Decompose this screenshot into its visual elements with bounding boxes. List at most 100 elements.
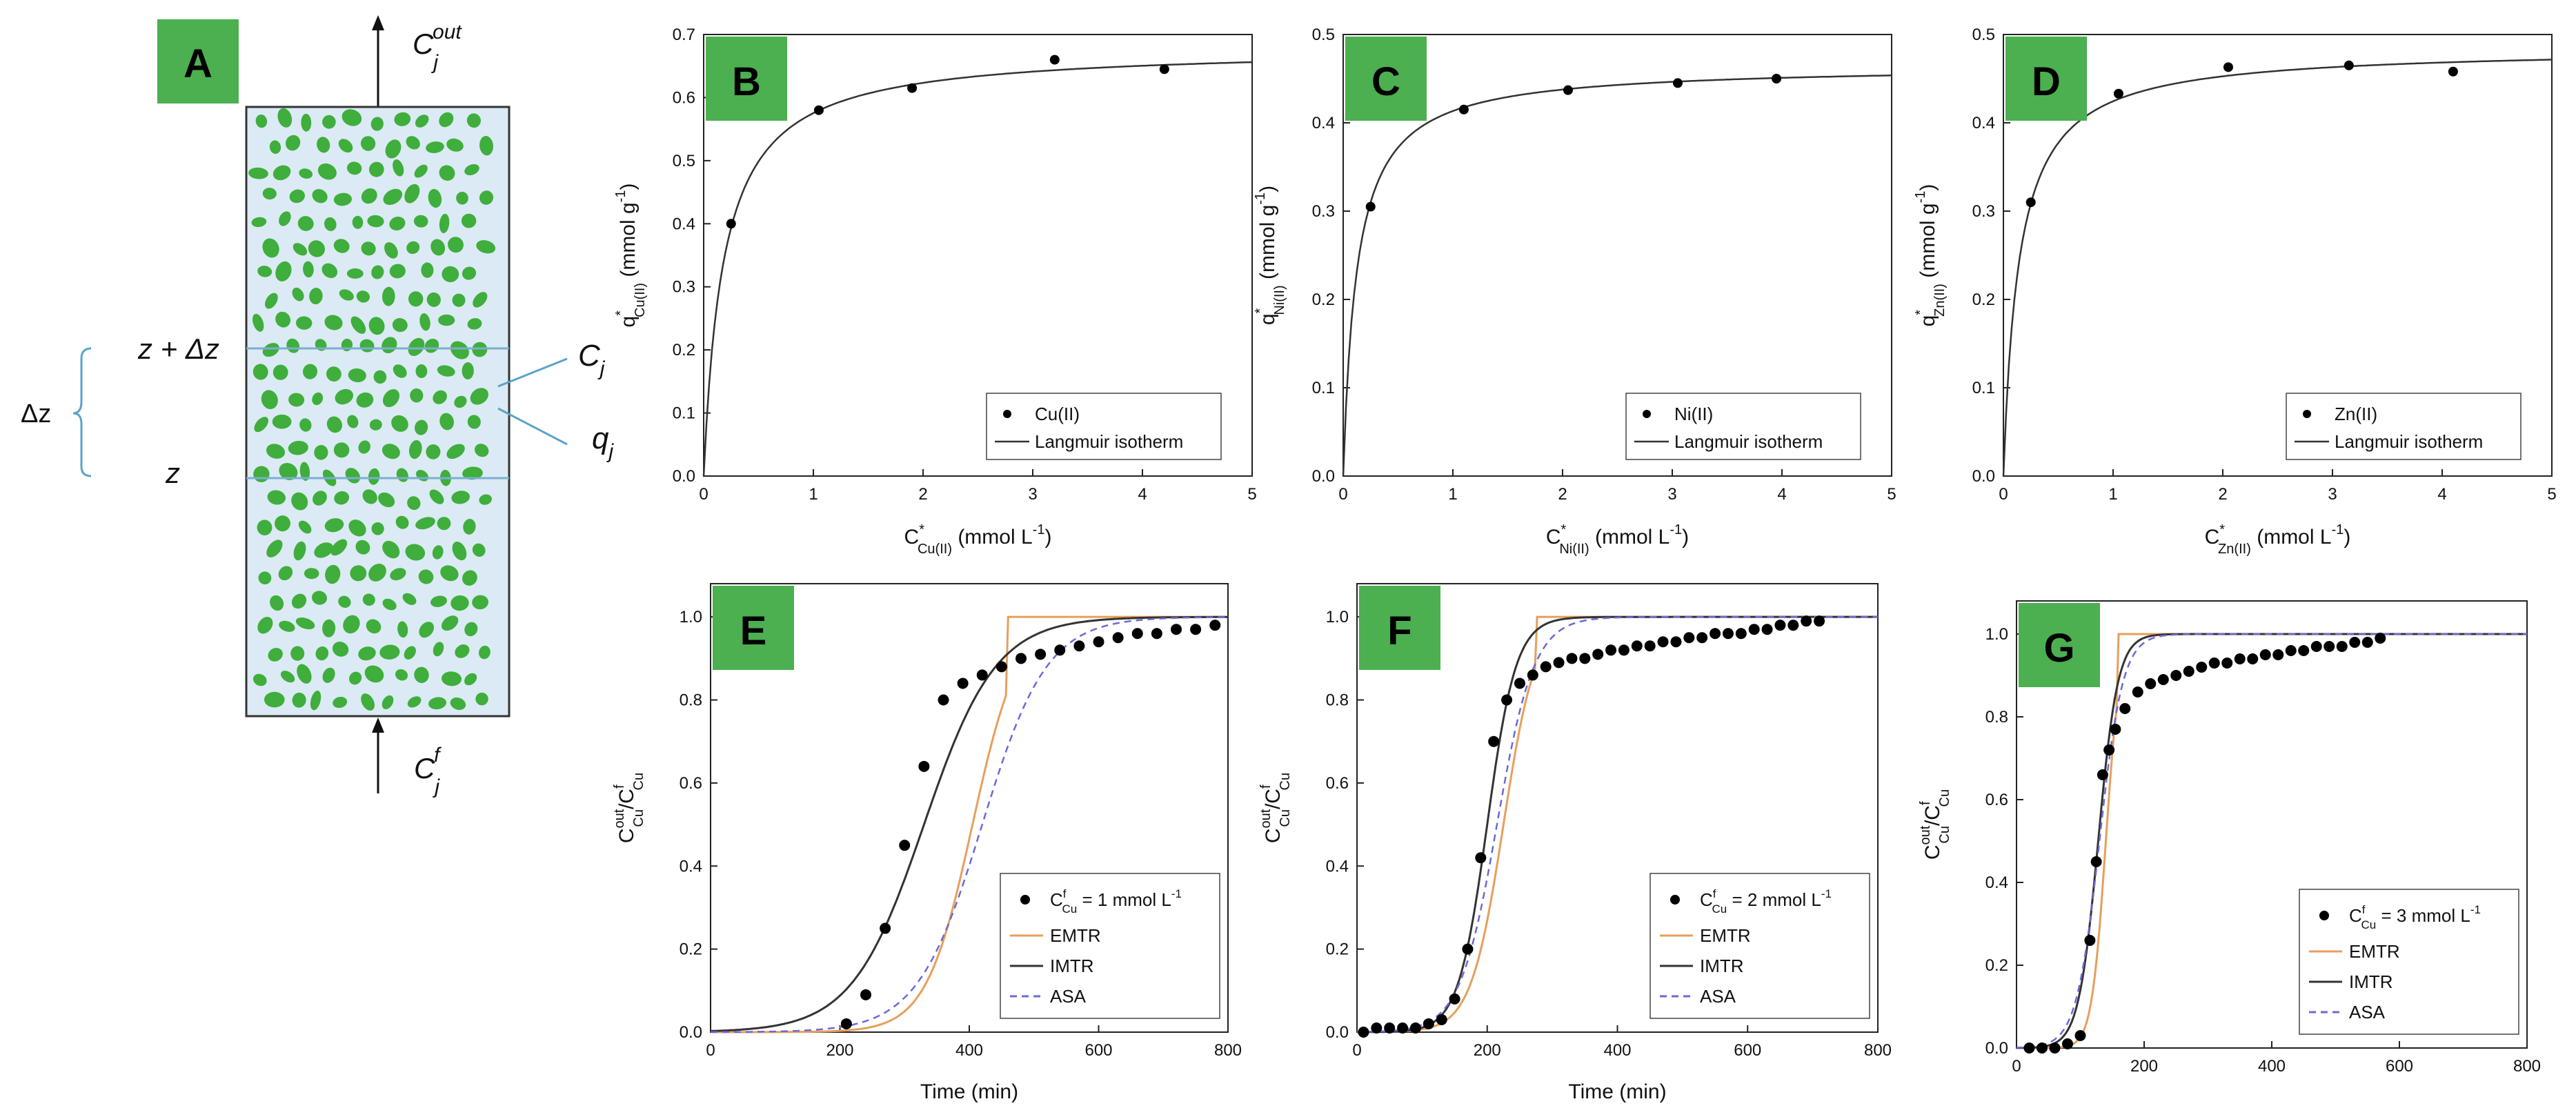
data-point (2298, 645, 2310, 656)
data-point (2310, 641, 2322, 652)
particle (450, 595, 469, 611)
y-tick-label: 0.7 (673, 26, 695, 44)
x-tick-label: 0 (1999, 485, 2008, 504)
x-tick-label: 5 (2547, 485, 2556, 504)
data-point (1644, 640, 1656, 652)
data-point (1358, 1027, 1369, 1038)
particle (273, 364, 288, 380)
chart-f-breakthrough-2mmol: 0 200 400 600 800 0.0 0.2 0.4 0.6 0.8 1.0 F Cf Cu = 2… (1258, 583, 1892, 1103)
particle (338, 139, 353, 153)
particle (428, 188, 442, 208)
particle (426, 292, 441, 307)
particle (472, 342, 488, 357)
particle (292, 287, 304, 302)
particle (334, 491, 350, 505)
particle (404, 184, 420, 204)
particle (368, 564, 386, 582)
data-point (938, 694, 949, 706)
particle (321, 263, 338, 279)
data-point (2223, 62, 2233, 72)
particle (322, 115, 336, 129)
particle (430, 595, 447, 607)
particle (426, 141, 444, 153)
chart-d-zn-isotherm: 0 1 2 3 4 5 0.0 0.1 0.2 0.3 0.4 0.5 D Zn(II) Langmuir … (1913, 26, 2557, 557)
particle (289, 189, 305, 204)
x-tick-label: 400 (2258, 1057, 2286, 1076)
legend-marker-data (2303, 410, 2311, 418)
particle (326, 416, 342, 433)
data-point (2324, 641, 2335, 652)
x-tick-label: 600 (1084, 1041, 1112, 1060)
particle (322, 619, 336, 637)
particle (439, 165, 455, 181)
data-point (1462, 943, 1474, 955)
particle (314, 542, 333, 558)
particle (379, 644, 400, 660)
particle (414, 164, 428, 178)
particle (456, 191, 468, 205)
x-tick-label: 5 (1247, 485, 1256, 504)
y-tick-label: 0.2 (1985, 956, 2008, 975)
y-tick-label: 0.0 (1972, 467, 1995, 486)
data-point (1371, 1022, 1383, 1034)
data-point (1365, 201, 1376, 212)
x-tick-label: 2 (918, 485, 927, 504)
particle (373, 370, 387, 384)
particle (299, 462, 310, 481)
particle (437, 365, 455, 377)
particle (295, 617, 315, 630)
panel-badge-label: E (740, 609, 767, 653)
legend-box (986, 393, 1222, 460)
y-tick-label: 0.4 (1972, 114, 1995, 132)
data-point (2025, 197, 2036, 208)
particle (464, 164, 479, 176)
particle (356, 290, 370, 303)
panel-badge (2019, 603, 2100, 687)
data-point (2208, 658, 2220, 669)
data-point (2183, 666, 2194, 677)
x-tick-label: 1 (2108, 485, 2117, 504)
particle (371, 522, 384, 535)
x-tick-label: 0 (2012, 1057, 2021, 1076)
particle (248, 167, 268, 179)
data-point (1049, 55, 1060, 65)
data-point (840, 1018, 852, 1029)
x-tick-label: 0 (699, 485, 708, 504)
particle (479, 136, 493, 156)
particle (466, 113, 481, 128)
y-tick-label: 0.3 (673, 278, 695, 297)
chart-b-cu-isotherm: 0 1 2 3 4 5 0.0 0.1 0.2 0.3 0.4 0.5 0.6 0.7 B Cu(II) Lan… (613, 26, 1257, 557)
y-tick-label: 0.4 (1326, 857, 1349, 876)
y-axis-label: q* Cu(II) (mmol g-1) (613, 184, 648, 328)
data-point (2344, 60, 2354, 70)
legend-label-asa: ASA (1050, 986, 1087, 1007)
particle (395, 515, 409, 529)
plot-frame (703, 34, 1253, 477)
y-tick-label: 0.5 (1312, 26, 1335, 44)
chart-e-breakthrough-1mmol: 0 200 400 600 800 0.0 0.2 0.4 0.6 0.8 1.0 E Cf Cu = 1… (612, 583, 1242, 1103)
particle (326, 366, 341, 382)
legend-marker-data (1003, 410, 1011, 418)
particle (360, 136, 376, 151)
x-tick-label: 400 (955, 1041, 983, 1060)
particle (446, 138, 464, 152)
x-tick-label: 4 (1138, 485, 1147, 504)
qj-callout-line (497, 407, 568, 446)
particle (464, 673, 477, 686)
y-tick-label: 1.0 (680, 608, 702, 626)
data-point (1209, 620, 1221, 631)
particle (415, 517, 435, 530)
y-tick-label: 0.6 (1985, 791, 2008, 809)
particle (467, 318, 482, 330)
legend-label-emtr: EMTR (2349, 941, 2400, 962)
y-axis-label: Cout Cu/Cf Cu (612, 773, 646, 843)
particle (433, 642, 444, 657)
particle (333, 696, 348, 709)
y-tick-label: 0.1 (1312, 379, 1335, 397)
particle (446, 444, 465, 459)
legend-label-imtr: IMTR (1700, 956, 1744, 976)
data-point (1112, 632, 1124, 644)
x-tick-label: 2 (2218, 485, 2227, 504)
particle (341, 109, 362, 126)
particle (309, 288, 323, 305)
